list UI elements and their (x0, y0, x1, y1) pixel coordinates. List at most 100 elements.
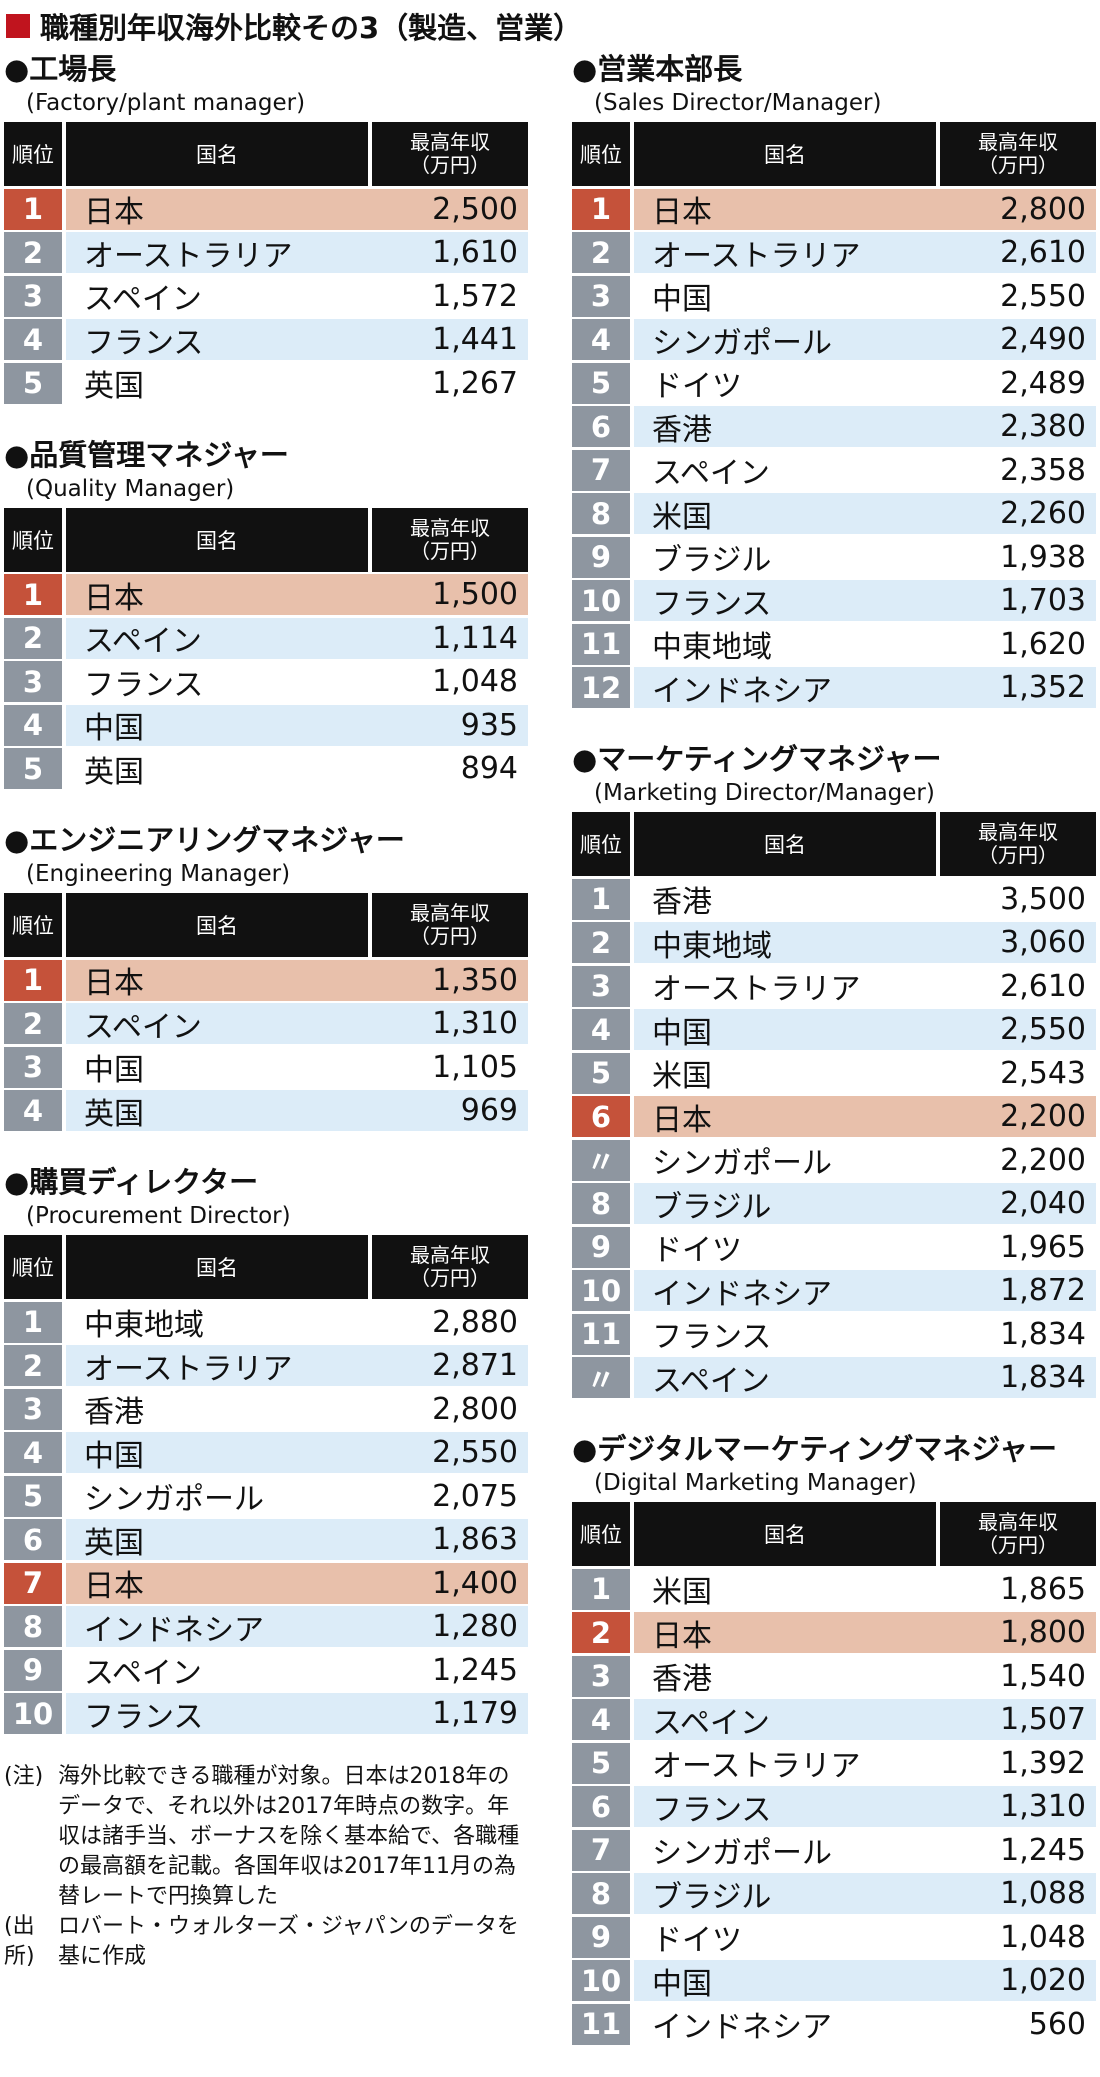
table-title: ●マーケティングマネジャー (572, 742, 942, 776)
country-cell: シンガポール (634, 1139, 940, 1181)
table-row: 5 米国 2,543 (572, 1052, 1096, 1094)
table-row: 1 日本 1,500 (4, 574, 528, 616)
table-title: ●購買ディレクター (4, 1165, 259, 1199)
rank-cell: 11 (572, 1313, 630, 1355)
table-row: 〃シンガポール 2,200 (572, 1139, 1096, 1181)
rank-cell: 2 (572, 922, 630, 963)
salary-cell: 1,105 (372, 1046, 528, 1088)
main-title-text: 職種別年収海外比較その3（製造、営業） (40, 11, 583, 45)
salary-cell: 2,610 (940, 965, 1096, 1007)
salary-cell: 2,610 (940, 232, 1096, 273)
rank-cell: 9 (4, 1649, 62, 1691)
rank-cell: 10 (572, 1960, 630, 2001)
rank-cell: 3 (572, 275, 630, 317)
table-subtitle: (Sales Director/Manager) (594, 90, 882, 116)
country-cell: ブラジル (634, 536, 940, 578)
rank-cell: 5 (572, 362, 630, 404)
salary-cell: 1,863 (372, 1519, 528, 1560)
header-salary-unit: （万円） (978, 153, 1058, 177)
salary-cell: 1,267 (372, 362, 528, 404)
table-title: ●品質管理マネジャー (4, 437, 289, 472)
rank-cell: 1 (572, 878, 630, 920)
note-label: (注) (4, 1764, 44, 1789)
country-cell: 日本 (634, 1096, 940, 1138)
country-cell: スペイン (66, 1003, 372, 1045)
country-cell: 米国 (634, 1568, 940, 1610)
table-row: 4 シンガポール 2,490 (572, 319, 1096, 361)
table-row: 〃スペイン 1,834 (572, 1357, 1096, 1399)
country-cell: スペイン (66, 617, 372, 659)
table-row: 2 オーストラリア 2,871 (4, 1345, 528, 1387)
country-cell: 日本 (66, 574, 372, 616)
rank-cell: 4 (4, 1090, 62, 1131)
salary-cell: 2,800 (372, 1388, 528, 1430)
salary-cell: 2,880 (372, 1301, 528, 1343)
rank-cell: 4 (572, 1699, 630, 1740)
rank-cell: 3 (4, 1388, 62, 1430)
country-cell: オーストラリア (634, 965, 940, 1007)
table-row: 8 米国 2,260 (572, 493, 1096, 535)
rank-cell: 4 (4, 319, 62, 360)
rank-cell: 2 (4, 1345, 62, 1386)
country-cell: 香港 (634, 878, 940, 920)
rank-cell: 6 (572, 1786, 630, 1827)
table-row: 8 インドネシア 1,280 (4, 1606, 528, 1648)
table-subtitle: (Quality Manager) (26, 475, 235, 502)
salary-cell: 1,572 (372, 275, 528, 317)
table-header: 順位 国名 最高年収 （万円） (572, 122, 1096, 186)
header-rank: 順位 (580, 1523, 622, 1547)
rank-cell: 4 (572, 1009, 630, 1050)
header-salary: 最高年収 （万円） (940, 122, 1096, 186)
header-country: 国名 (630, 1502, 940, 1566)
rank-cell: 6 (572, 1096, 630, 1137)
rank-cell: 4 (572, 319, 630, 360)
salary-cell: 2,358 (940, 449, 1096, 491)
header-country: 国名 (630, 122, 940, 186)
header-country: 国名 (62, 507, 372, 572)
table-row: 1 日本 2,500 (4, 188, 528, 230)
rank-cell: 7 (4, 1562, 62, 1604)
country-cell: 香港 (66, 1388, 372, 1430)
salary-cell: 1,620 (940, 623, 1096, 665)
salary-cell: 1,865 (940, 1568, 1096, 1610)
table-row: 11 フランス 1,834 (572, 1313, 1096, 1355)
table-row: 5 英国 894 (4, 748, 528, 790)
table-row: 11 中東地域 1,620 (572, 623, 1096, 665)
table-row: 8 ブラジル 2,040 (572, 1183, 1096, 1225)
country-cell: 日本 (634, 188, 940, 230)
country-cell: オーストラリア (66, 232, 372, 274)
rank-cell: 2 (572, 1612, 630, 1653)
rank-cell: 1 (4, 959, 62, 1001)
header-salary: 最高年収 （万円） (372, 508, 528, 572)
country-cell: 中国 (634, 1960, 940, 2002)
table-row: 4 中国 2,550 (572, 1009, 1096, 1051)
country-cell: ドイツ (634, 1916, 940, 1958)
table-row: 9 ドイツ 1,965 (572, 1226, 1096, 1268)
salary-cell: 1,245 (372, 1649, 528, 1691)
header-salary-label: 最高年収 (410, 1243, 490, 1267)
header-salary-unit: （万円） (978, 1533, 1058, 1557)
table-header: 順位 国名 最高年収 （万円） (4, 893, 528, 957)
salary-cell: 2,490 (940, 319, 1096, 360)
table-row: 4 中国 935 (4, 704, 528, 746)
salary-cell: 1,703 (940, 580, 1096, 621)
salary-cell: 1,400 (372, 1562, 528, 1604)
table-row: 2 オーストラリア 2,610 (572, 232, 1096, 274)
rank-cell: 9 (572, 1226, 630, 1268)
notes: (注) 海外比較できる職種が対象。日本は2018年のデータで、それ以外は2017… (4, 1762, 528, 1972)
country-cell: 香港 (634, 406, 940, 448)
rank-cell: 10 (572, 1270, 630, 1311)
table-row: 8 ブラジル 1,088 (572, 1873, 1096, 1915)
header-rank: 順位 (12, 914, 54, 938)
table-header: 順位 国名 最高年収 （万円） (4, 507, 528, 572)
right-column: ●営業本部長 (Sales Director/Manager) 順位 国名 最高年収 （万… (572, 50, 1096, 2077)
salary-table-section: ●マーケティングマネジャー (Marketing Director/Manager… (572, 740, 1096, 1399)
country-cell: インドネシア (634, 667, 940, 709)
table-row: 4 フランス 1,441 (4, 319, 528, 361)
header-salary: 最高年収 （万円） (940, 1502, 1096, 1566)
country-cell: スペイン (634, 449, 940, 491)
rank-cell: 9 (572, 536, 630, 578)
table-row: 3 香港 2,800 (4, 1388, 528, 1430)
rank-cell: 3 (4, 661, 62, 702)
